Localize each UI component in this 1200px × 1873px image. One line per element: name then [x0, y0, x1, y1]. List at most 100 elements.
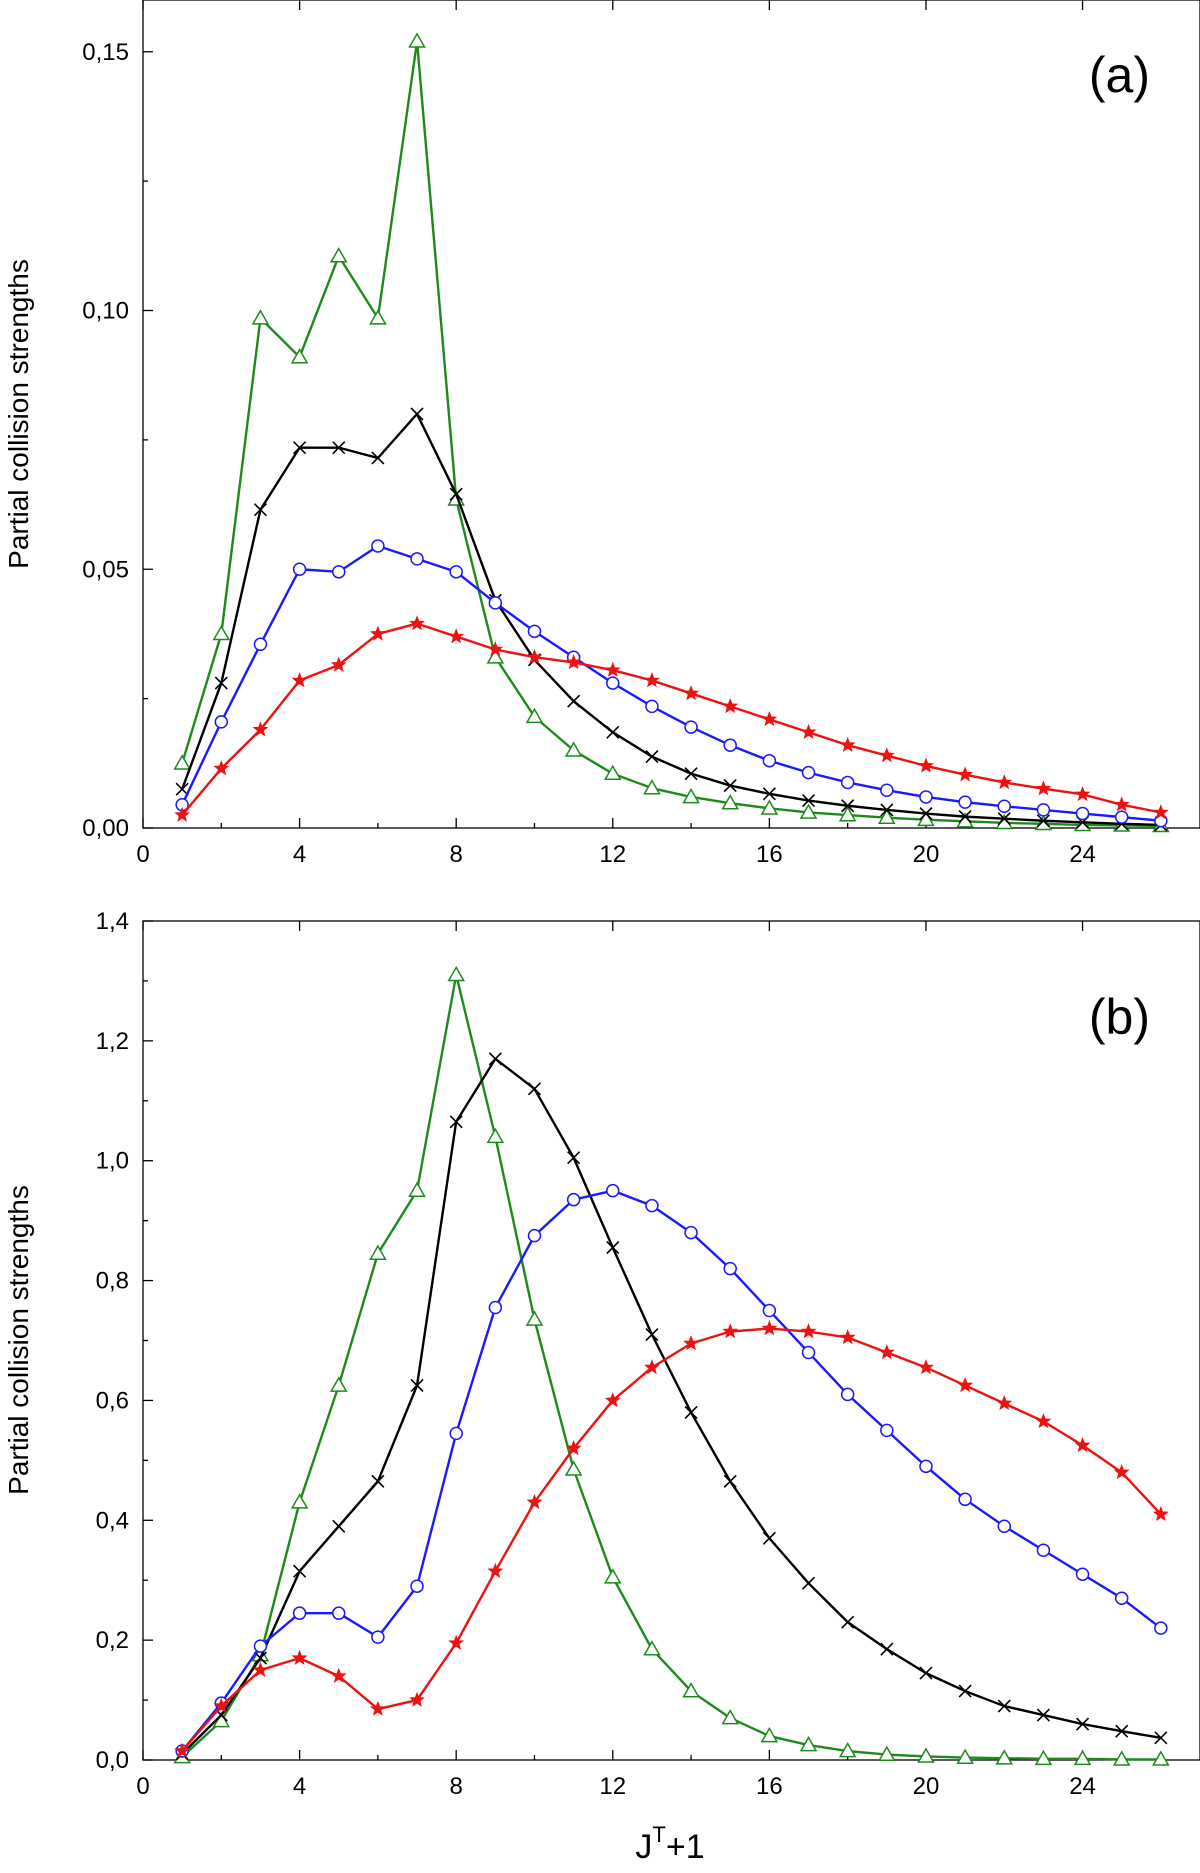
data-point-star — [565, 654, 582, 670]
data-point-cross — [1036, 814, 1050, 828]
data-point-triangle — [564, 741, 583, 757]
x-tick-label: 24 — [1069, 841, 1096, 868]
data-point-circle — [958, 1492, 972, 1507]
data-point-triangle — [525, 1310, 544, 1326]
data-point-cross — [997, 1699, 1011, 1713]
data-point-triangle — [721, 794, 740, 810]
data-point-star — [918, 757, 934, 773]
data-point-circle — [1075, 1567, 1090, 1581]
data-point-star — [526, 648, 543, 664]
data-point-circle — [840, 1387, 855, 1402]
data-point-cross — [567, 694, 581, 708]
data-point-circle — [449, 565, 463, 579]
data-point-star — [761, 710, 778, 727]
data-point-cross — [449, 487, 463, 501]
data-point-triangle — [408, 32, 426, 48]
data-point-circle — [723, 738, 737, 752]
data-point-triangle — [173, 754, 191, 770]
data-point-triangle — [1034, 1749, 1053, 1766]
data-point-circle — [488, 1300, 503, 1315]
data-point-triangle — [917, 810, 935, 827]
data-point-circle — [997, 1519, 1012, 1534]
data-point-star — [1152, 804, 1169, 820]
panel-a-chart: 0 4 8 12 16 20 24 0,00 0,05 0,10 0,15 Partial colli… — [3, 0, 1200, 868]
data-point-triangle — [917, 1747, 935, 1763]
x-tick-label: 20 — [913, 1773, 940, 1800]
data-point-triangle — [369, 1244, 387, 1260]
data-point-triangle — [290, 1493, 309, 1509]
data-point-triangle — [682, 1682, 700, 1698]
data-point-circle — [527, 1228, 542, 1243]
data-point-star — [291, 1649, 308, 1665]
x-tick-label: 16 — [756, 1773, 783, 1800]
y-tick-label: 1,4 — [96, 908, 129, 935]
data-point-circle — [292, 1606, 307, 1620]
data-point-star — [330, 1667, 347, 1683]
data-point-star — [330, 656, 347, 672]
x-tick-label: 12 — [599, 841, 626, 868]
series-line-triangle — [181, 40, 1161, 828]
data-point-triangle — [1073, 815, 1092, 832]
data-point-triangle — [1034, 814, 1053, 831]
data-point-star — [1035, 1413, 1052, 1429]
data-point-star — [174, 1742, 191, 1758]
data-point-triangle — [799, 803, 818, 819]
x-tick-label: 8 — [450, 841, 463, 868]
data-point-cross — [1036, 1708, 1050, 1722]
data-point-cross — [371, 451, 385, 465]
data-point-cross — [997, 812, 1011, 826]
data-point-star — [448, 1634, 465, 1650]
data-point-star — [643, 672, 660, 688]
data-point-circle — [566, 1192, 581, 1207]
x-tick-label: 24 — [1069, 1773, 1096, 1800]
data-point-triangle — [995, 1749, 1014, 1765]
y-tick-label: 0,8 — [96, 1268, 129, 1295]
data-point-cross — [645, 750, 659, 764]
data-point-cross — [253, 503, 268, 517]
panel-label: (a) — [1089, 47, 1150, 103]
data-point-triangle — [1112, 1750, 1131, 1766]
y-axis-title: Partial collision strengths — [3, 259, 34, 569]
data-point-circle — [449, 1426, 463, 1441]
x-tick-label: 4 — [293, 1773, 306, 1800]
data-point-cross — [253, 1651, 268, 1665]
series-star — [174, 1320, 1169, 1758]
data-point-circle — [684, 720, 698, 734]
data-point-circle — [331, 565, 346, 579]
data-point-star — [1152, 1505, 1169, 1522]
data-point-circle — [488, 596, 503, 610]
data-point-star — [1074, 786, 1091, 802]
data-point-cross — [606, 725, 620, 739]
y-tick-label: 0,05 — [82, 556, 129, 583]
series-line-circle — [181, 1189, 1162, 1752]
data-point-circle — [1114, 1591, 1129, 1605]
data-point-circle — [606, 676, 620, 690]
y-tick-label: 0,0 — [96, 1747, 129, 1774]
data-point-cross — [606, 1241, 620, 1255]
data-point-star — [369, 625, 386, 641]
data-point-triangle — [486, 1127, 505, 1144]
series-line-cross — [181, 412, 1161, 827]
y-axis-title: Partial collision strengths — [3, 1185, 34, 1495]
data-point-star — [409, 1691, 425, 1707]
x-tick-label: 4 — [293, 841, 306, 868]
x-tick-label: 0 — [136, 1773, 149, 1800]
data-point-star — [683, 1335, 700, 1351]
data-point-star — [1035, 780, 1052, 796]
series-cross — [175, 1052, 1168, 1761]
data-point-triangle — [329, 247, 348, 263]
data-point-star — [839, 736, 856, 752]
data-point-triangle — [878, 1745, 896, 1761]
data-point-triangle — [682, 787, 700, 804]
data-point-triangle — [1152, 1750, 1170, 1766]
data-point-circle — [371, 1630, 385, 1644]
data-point-circle — [997, 799, 1012, 814]
x-tick-label: 0 — [136, 841, 149, 868]
data-point-star — [369, 1700, 386, 1716]
data-point-triangle — [643, 779, 661, 795]
y-tick-label: 1,0 — [96, 1148, 129, 1175]
data-point-triangle — [525, 707, 544, 724]
plot-frame — [142, 920, 1200, 1761]
data-point-cross — [175, 782, 189, 796]
